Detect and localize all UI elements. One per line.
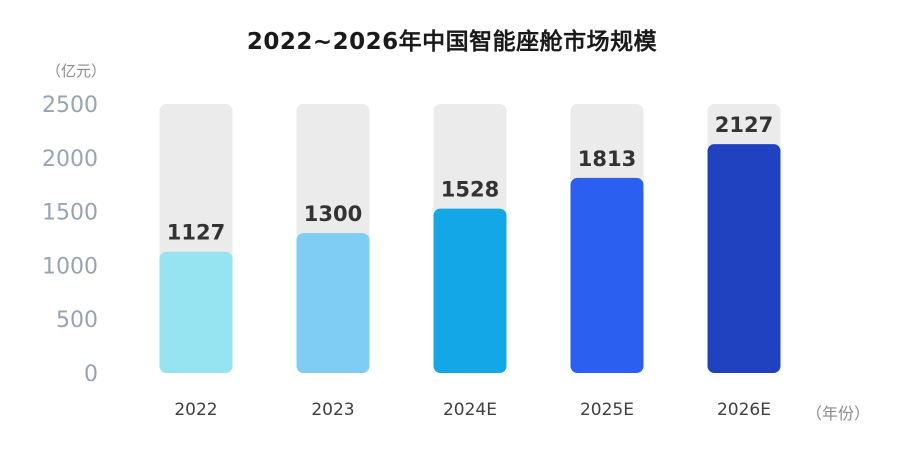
bar-2023 xyxy=(296,233,370,373)
y-tick-label: 1500 xyxy=(42,201,98,226)
data-label-2023: 1300 xyxy=(304,202,362,226)
x-tick-label-2024E: 2024E xyxy=(443,400,497,420)
chart-title: 2022~2026年中国智能座舱市场规模 xyxy=(246,29,658,55)
data-labels: 1127 1300 1528 1813 2127 xyxy=(167,113,773,245)
data-label-2024E: 1528 xyxy=(441,178,499,202)
x-axis-ticks: 2022 2023 2024E 2025E 2026E xyxy=(174,400,771,420)
bars xyxy=(159,144,781,373)
y-tick-label: 2500 xyxy=(42,93,98,118)
data-label-2026E: 2127 xyxy=(715,113,773,137)
x-axis-unit-label: （年份） xyxy=(806,404,871,423)
y-axis-unit-label: （亿元） xyxy=(46,62,107,80)
bar-2022 xyxy=(159,251,233,373)
bar-2025E xyxy=(570,177,644,373)
y-tick-label: 2000 xyxy=(42,147,98,172)
x-tick-label-2022: 2022 xyxy=(174,400,217,420)
x-tick-label-2025E: 2025E xyxy=(580,400,634,420)
x-tick-label-2026E: 2026E xyxy=(717,400,771,420)
bar-2026E xyxy=(707,144,781,373)
y-tick-label: 1000 xyxy=(42,254,98,279)
y-axis-ticks: 0 500 1000 1500 2000 2500 xyxy=(42,93,98,387)
bar-2024E xyxy=(433,208,507,373)
y-tick-label: 500 xyxy=(56,308,98,333)
data-label-2025E: 1813 xyxy=(578,147,636,171)
x-tick-label-2023: 2023 xyxy=(311,400,354,420)
data-label-2022: 1127 xyxy=(167,221,225,245)
y-tick-label: 0 xyxy=(84,362,98,387)
